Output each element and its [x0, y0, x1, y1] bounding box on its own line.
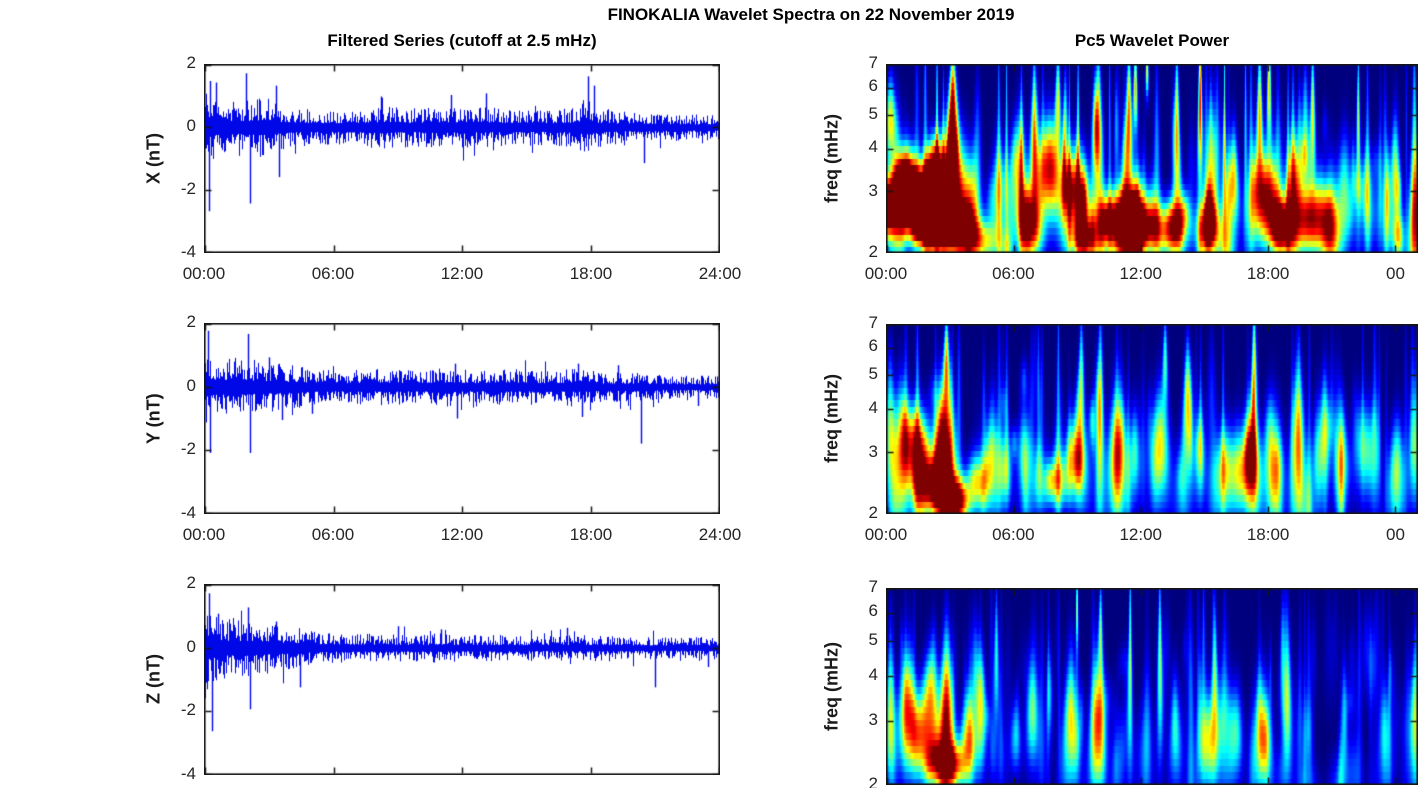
- z-wavelet-power-plot: [886, 588, 1418, 785]
- y-wavelet-ytick-label: 6: [868, 336, 878, 356]
- y-wavelet-ytick-label: 3: [868, 441, 878, 461]
- y-filtered-xtick-label: 00:00: [182, 525, 226, 544]
- z-wavelet-ytick-label: 2: [868, 774, 878, 788]
- y-wavelet-power-plot: [886, 324, 1418, 514]
- z-filtered-ytick-label: -2: [180, 700, 196, 720]
- x-wavelet-ytick-label: 3: [868, 180, 878, 200]
- y-wavelet-xtick-label: 00: [1386, 525, 1405, 544]
- x-filtered-ytick-label: 2: [186, 53, 196, 72]
- z-filtered-series-plot: [204, 584, 720, 775]
- y-filtered-ytick-label: -4: [180, 503, 196, 522]
- y-filtered-ytick-label: 2: [186, 312, 196, 331]
- y-wavelet-xtick-label: 12:00: [1119, 525, 1162, 544]
- x-filtered-ytick-label: 0: [186, 116, 196, 135]
- y-filtered-xtick-label: 06:00: [311, 525, 355, 544]
- y-filtered-xtick-label: 18:00: [569, 525, 613, 544]
- x-wavelet-ytick-label: 6: [868, 76, 878, 96]
- x-wavelet-xtick-label: 12:00: [1119, 264, 1162, 283]
- left-column-title: Filtered Series (cutoff at 2.5 mHz): [327, 31, 597, 50]
- x-filtered-ytick-label: -2: [180, 179, 196, 198]
- z-wavelet-ytick-label: 4: [868, 665, 878, 684]
- y-wavelet-xtick-label: 18:00: [1246, 525, 1290, 544]
- figure-title: FINOKALIA Wavelet Spectra on 22 November…: [607, 5, 1015, 24]
- freq-ylabel-middle: freq (mHz): [821, 374, 842, 464]
- y-filtered-series-plot: [204, 323, 720, 514]
- x-wavelet-ytick-label: 2: [868, 242, 878, 261]
- y-wavelet-xtick-label: 00:00: [864, 525, 908, 544]
- x-filtered-xtick-label: 18:00: [569, 264, 613, 283]
- y-wavelet-ytick-label: 4: [868, 397, 878, 417]
- x-filtered-xtick-label: 06:00: [311, 264, 355, 283]
- y-filtered-xtick-label: 24:00: [698, 525, 742, 544]
- y-filtered-xtick-label: 12:00: [440, 525, 484, 544]
- z-axis-ylabel: Z (nT): [143, 654, 164, 705]
- x-axis-ylabel: X (nT): [143, 133, 164, 184]
- x-wavelet-xtick-label: 18:00: [1246, 264, 1290, 283]
- x-wavelet-xtick-label: 00:00: [864, 264, 908, 283]
- right-column-title: Pc5 Wavelet Power: [1074, 31, 1230, 50]
- freq-ylabel-top: freq (mHz): [821, 114, 842, 203]
- x-filtered-series-plot: [204, 64, 720, 253]
- x-wavelet-ytick-label: 5: [868, 103, 878, 123]
- z-filtered-ytick-label: 2: [186, 573, 196, 592]
- x-wavelet-xtick-label: 00: [1386, 264, 1405, 283]
- y-wavelet-xtick-label: 06:00: [992, 525, 1035, 544]
- y-wavelet-ytick-label: 5: [868, 364, 878, 384]
- x-filtered-xtick-label: 12:00: [440, 264, 484, 283]
- x-filtered-xtick-label: 24:00: [698, 264, 742, 283]
- z-wavelet-ytick-label: 6: [868, 601, 878, 621]
- y-axis-ylabel: Y (nT): [143, 393, 164, 444]
- z-filtered-ytick-label: -4: [180, 764, 196, 783]
- y-filtered-ytick-label: 0: [186, 375, 196, 395]
- x-wavelet-power-plot: [886, 64, 1418, 253]
- z-wavelet-ytick-label: 5: [868, 629, 878, 649]
- z-wavelet-ytick-label: 3: [868, 710, 878, 730]
- x-wavelet-xtick-label: 06:00: [992, 264, 1035, 283]
- y-wavelet-ytick-label: 2: [868, 503, 878, 522]
- freq-ylabel-bottom: freq (mHz): [821, 642, 842, 731]
- x-wavelet-ytick-label: 4: [868, 137, 878, 157]
- x-wavelet-ytick-label: 7: [868, 53, 878, 72]
- x-filtered-xtick-label: 00:00: [182, 264, 226, 283]
- y-wavelet-ytick-label: 7: [868, 313, 878, 332]
- x-filtered-ytick-label: -4: [180, 242, 196, 261]
- z-filtered-ytick-label: 0: [186, 636, 196, 656]
- y-filtered-ytick-label: -2: [180, 439, 196, 459]
- z-wavelet-ytick-label: 7: [868, 577, 878, 596]
